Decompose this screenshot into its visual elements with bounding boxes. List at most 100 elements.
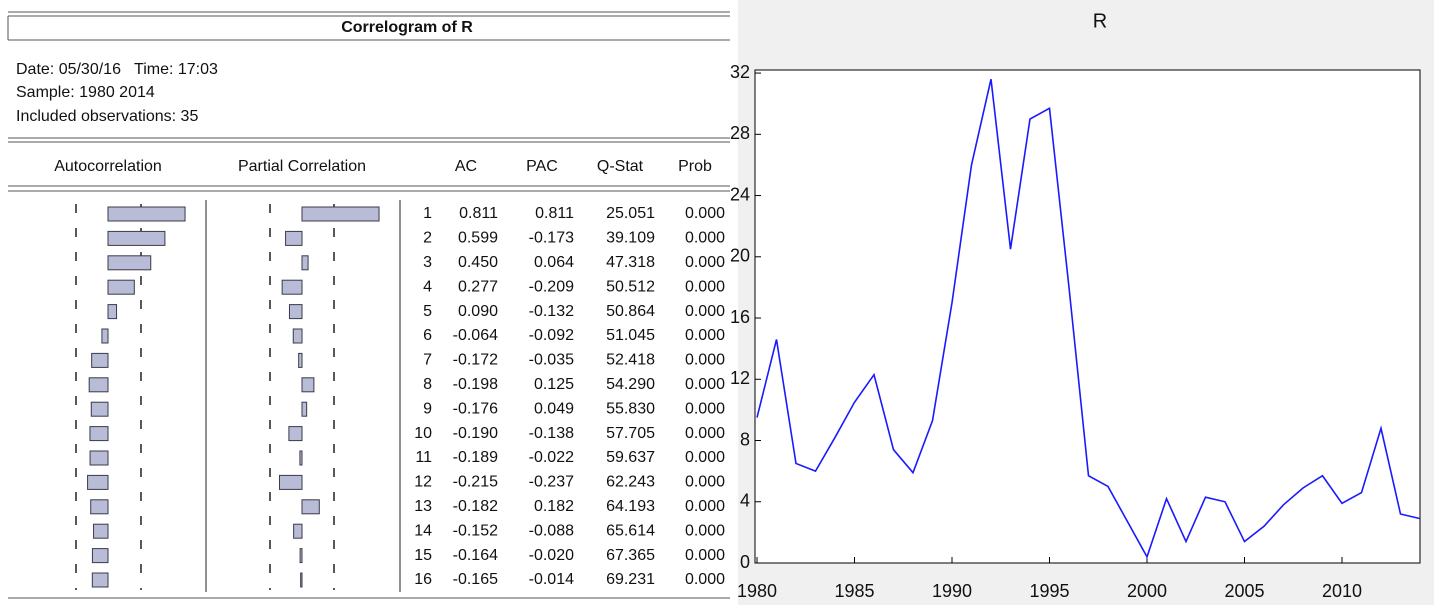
- table-cell: -0.138: [529, 425, 574, 442]
- table-cell: 5: [423, 303, 432, 320]
- table-cell: 0.090: [458, 303, 498, 320]
- table-cell: 25.051: [606, 205, 655, 222]
- table-cell: 57.705: [606, 425, 655, 442]
- table-cell: 1: [423, 205, 432, 222]
- table-cell: -0.173: [529, 230, 574, 247]
- table-cell: -0.035: [529, 352, 574, 369]
- table-cell: -0.164: [453, 547, 498, 564]
- table-cell: 0.450: [458, 254, 498, 271]
- column-header: AC: [455, 158, 477, 175]
- table-cell: 47.318: [606, 254, 655, 271]
- table-cell: -0.237: [529, 474, 574, 491]
- ac-bar: [107, 255, 152, 271]
- plot-area: [754, 69, 1421, 564]
- column-header: Q-Stat: [597, 158, 644, 175]
- data-line: [756, 79, 1421, 559]
- ac-bar: [89, 450, 109, 466]
- pac-bar: [301, 377, 315, 393]
- y-tick-label: 28: [730, 123, 750, 143]
- table-cell: -0.209: [529, 278, 574, 295]
- ac-bar: [87, 474, 109, 490]
- info-line: Sample: 1980 2014: [16, 84, 155, 101]
- table-cell: 0.182: [534, 498, 574, 515]
- table-cell: -0.132: [529, 303, 574, 320]
- pac-bar: [292, 328, 303, 344]
- ac-bar: [89, 426, 109, 442]
- y-tick-label: 4: [740, 491, 750, 511]
- y-tick-label: 8: [740, 429, 750, 449]
- table-cell: -0.172: [453, 352, 498, 369]
- x-tick-label: 2005: [1224, 581, 1264, 601]
- ac-bar: [107, 206, 186, 222]
- table-cell: 16: [414, 571, 432, 588]
- ac-bar: [101, 328, 109, 344]
- table-cell: 0.277: [458, 278, 498, 295]
- table-cell: -0.022: [529, 449, 574, 466]
- table-cell: 0.000: [685, 205, 725, 222]
- table-cell: 54.290: [606, 376, 655, 393]
- table-cell: 0.599: [458, 230, 498, 247]
- pac-bar: [281, 279, 303, 295]
- pac-bar: [301, 255, 309, 271]
- table-cell: -0.152: [453, 522, 498, 539]
- table-cell: -0.176: [453, 400, 498, 417]
- table-cell: 0.000: [685, 352, 725, 369]
- x-tick-label: 1980: [737, 581, 777, 601]
- table-cell: 2: [423, 230, 432, 247]
- x-tick-label: 1985: [834, 581, 874, 601]
- table-cell: 62.243: [606, 474, 655, 491]
- table-cell: 9: [423, 400, 432, 417]
- table-cell: -0.020: [529, 547, 574, 564]
- table-cell: -0.198: [453, 376, 498, 393]
- table-cell: 0.000: [685, 547, 725, 564]
- table-cell: 0.000: [685, 498, 725, 515]
- x-tick-label: 1995: [1029, 581, 1069, 601]
- pac-bar: [301, 206, 380, 222]
- ac-bar: [91, 548, 109, 564]
- pac-bar: [298, 352, 303, 368]
- ac-bar: [91, 572, 109, 588]
- table-cell: 14: [414, 522, 432, 539]
- y-tick-label: 20: [730, 246, 750, 266]
- table-cell: -0.190: [453, 425, 498, 442]
- table-cell: -0.182: [453, 498, 498, 515]
- table-cell: 0.000: [685, 327, 725, 344]
- table-cell: 0.000: [685, 230, 725, 247]
- table-cell: -0.215: [453, 474, 498, 491]
- table-cell: 0.000: [685, 303, 725, 320]
- table-cell: 51.045: [606, 327, 655, 344]
- table-cell: 0.049: [534, 400, 574, 417]
- table-cell: 69.231: [606, 571, 655, 588]
- y-tick-label: 12: [730, 368, 750, 388]
- table-cell: 0.000: [685, 522, 725, 539]
- ac-bar: [91, 352, 109, 368]
- table-cell: 0.811: [459, 205, 498, 222]
- table-cell: 15: [414, 547, 432, 564]
- table-cell: 67.365: [606, 547, 655, 564]
- table-cell: -0.092: [529, 327, 574, 344]
- table-cell: 0.000: [685, 254, 725, 271]
- table-cell: 0.000: [685, 449, 725, 466]
- table-cell: 0.000: [685, 400, 725, 417]
- ac-bar: [107, 304, 118, 320]
- ac-bar: [88, 377, 109, 393]
- pac-bar: [299, 450, 303, 466]
- x-tick-label: 1990: [932, 581, 972, 601]
- column-header: PAC: [526, 158, 558, 175]
- table-cell: 0.811: [535, 205, 574, 222]
- table-cell: 12: [414, 474, 432, 491]
- table-cell: -0.088: [529, 522, 574, 539]
- x-tick-label: 2000: [1127, 581, 1167, 601]
- table-title: Correlogram of R: [341, 19, 473, 36]
- ac-bar: [107, 230, 166, 246]
- pac-bar: [301, 401, 308, 417]
- pac-bar: [300, 572, 303, 588]
- pac-bar: [288, 304, 303, 320]
- table-cell: 3: [423, 254, 432, 271]
- table-cell: 55.830: [606, 400, 655, 417]
- ac-bar: [93, 523, 109, 539]
- column-header: Partial Correlation: [238, 158, 366, 175]
- table-cell: 59.637: [606, 449, 655, 466]
- table-cell: 0.000: [685, 571, 725, 588]
- y-tick-label: 24: [730, 184, 750, 204]
